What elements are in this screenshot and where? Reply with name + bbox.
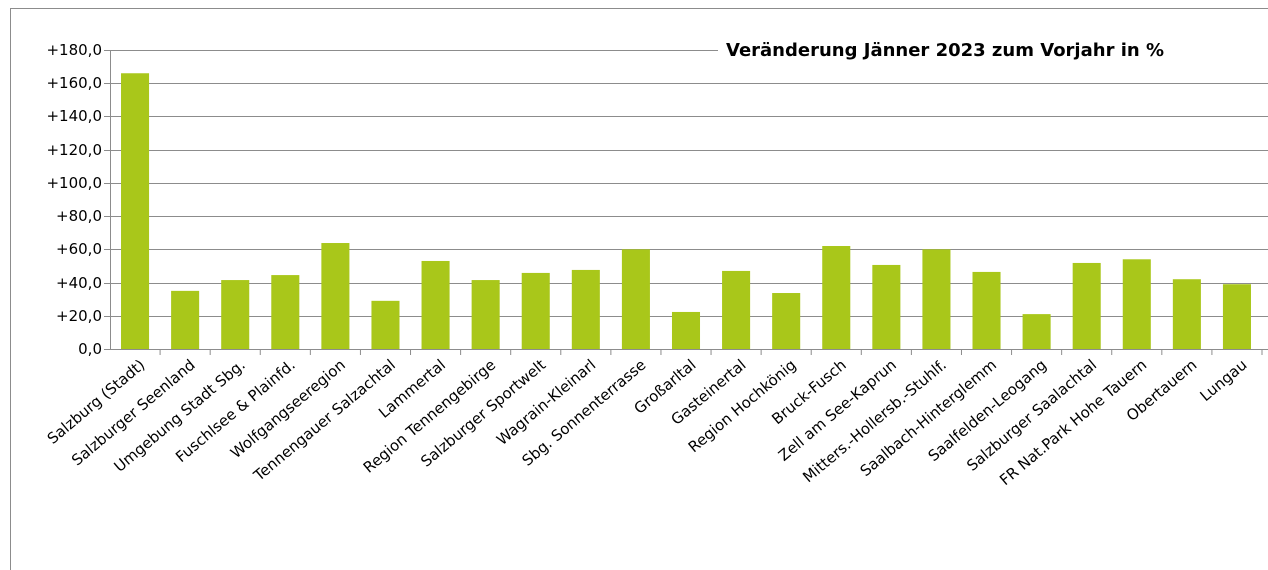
y-tick-label: +140,0 <box>46 107 102 125</box>
bar <box>922 249 951 349</box>
bar <box>872 264 901 349</box>
bar <box>221 280 250 349</box>
bar <box>521 272 550 349</box>
y-tick-label: +80,0 <box>56 207 102 225</box>
y-tick-label: +160,0 <box>46 74 102 92</box>
chart-title: Veränderung Jänner 2023 zum Vorjahr in % <box>726 40 1164 61</box>
y-tick-label: +20,0 <box>56 307 102 325</box>
bar <box>421 260 450 349</box>
y-tick-label: +120,0 <box>46 141 102 159</box>
bar <box>722 270 751 349</box>
y-tick-label: +40,0 <box>56 274 102 292</box>
bar <box>1072 262 1101 349</box>
y-tick-label: +100,0 <box>46 174 102 192</box>
bar <box>371 300 400 349</box>
bar <box>1222 284 1251 349</box>
bar <box>171 290 200 349</box>
bar <box>772 293 801 349</box>
y-tick-label: +60,0 <box>56 240 102 258</box>
bar <box>471 280 500 349</box>
bar <box>972 271 1001 349</box>
bar <box>321 243 350 349</box>
bar <box>571 269 600 349</box>
title-background <box>718 38 1268 64</box>
bar <box>621 249 650 349</box>
bar <box>121 73 150 349</box>
y-tick-label: 0,0 <box>78 340 102 358</box>
bar <box>271 275 300 349</box>
bar <box>822 246 851 349</box>
bar <box>1172 279 1201 349</box>
bar <box>1022 314 1051 349</box>
bar <box>671 311 701 349</box>
y-tick-label: +180,0 <box>46 41 102 59</box>
bar <box>1122 259 1151 349</box>
